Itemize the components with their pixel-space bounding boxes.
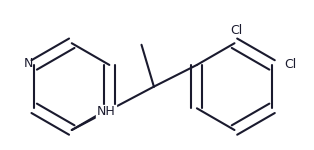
- Text: Cl: Cl: [284, 58, 297, 71]
- Text: NH: NH: [97, 105, 116, 118]
- Text: Cl: Cl: [230, 24, 242, 37]
- Text: N: N: [23, 57, 33, 70]
